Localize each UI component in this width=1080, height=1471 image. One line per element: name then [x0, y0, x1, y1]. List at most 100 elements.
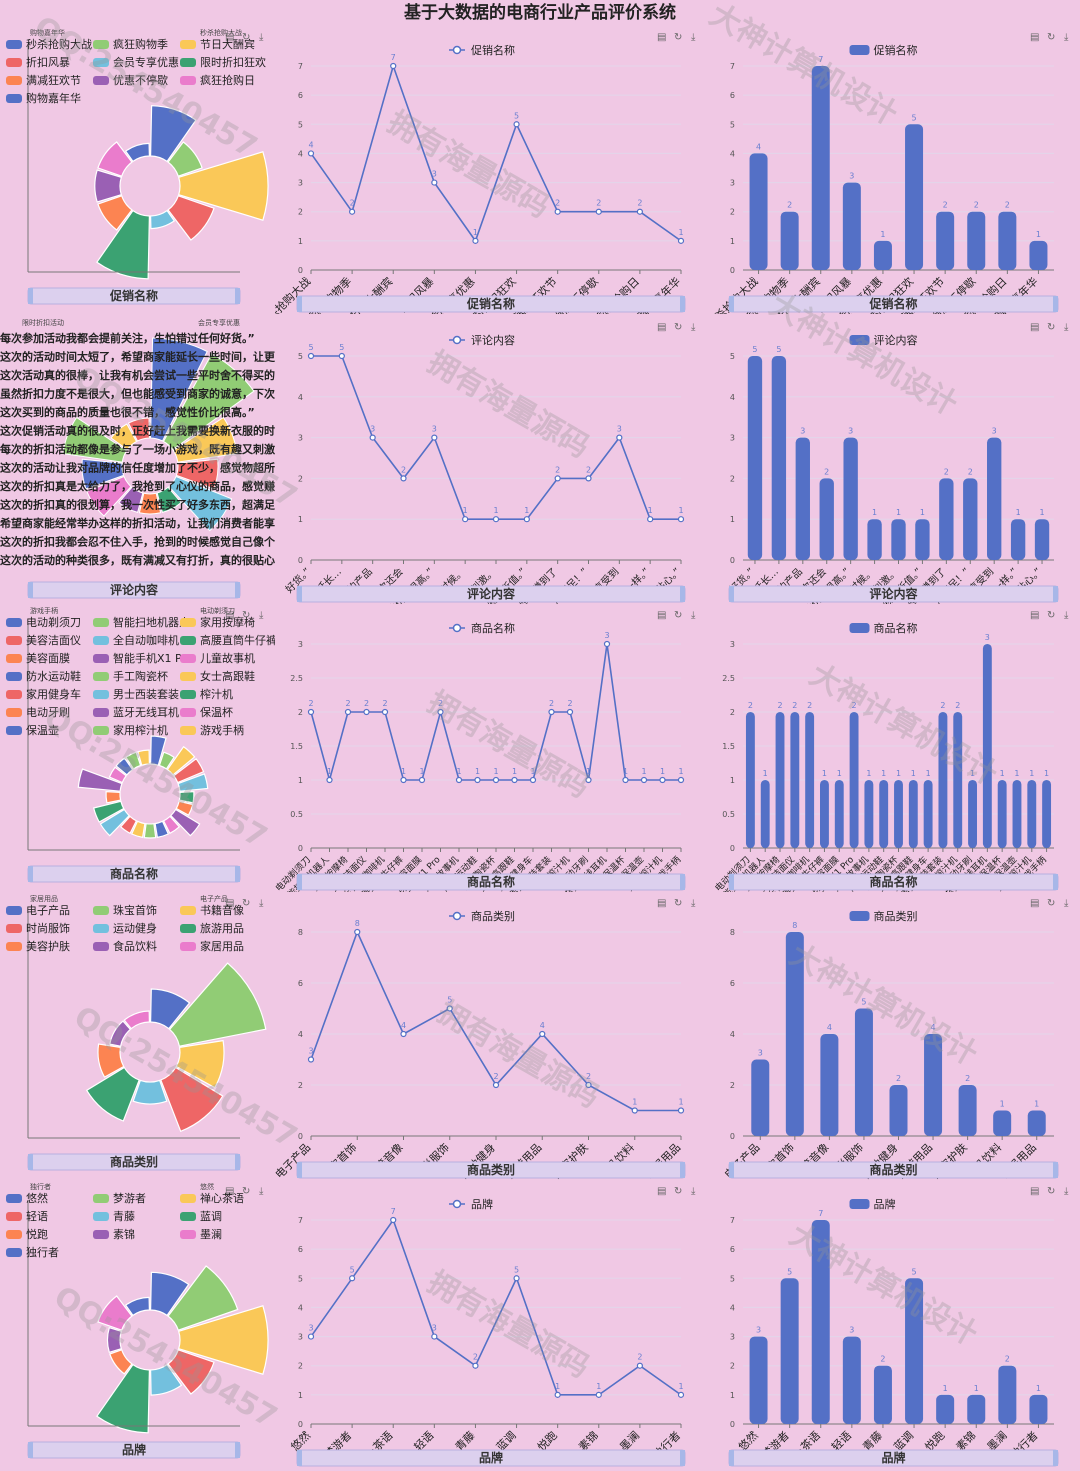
bar[interactable] [749, 153, 768, 270]
rose-slice[interactable] [167, 195, 215, 241]
legend-swatch[interactable] [180, 726, 196, 735]
bar[interactable] [967, 211, 986, 270]
legend-swatch[interactable] [6, 58, 22, 67]
slider-handle-right[interactable] [1053, 1162, 1058, 1178]
bar[interactable] [879, 780, 889, 848]
rose-slice[interactable] [106, 1326, 123, 1354]
data-point[interactable] [437, 708, 444, 716]
legend-swatch[interactable] [93, 636, 109, 645]
bar[interactable] [1029, 240, 1048, 270]
rose-slice[interactable] [130, 820, 146, 839]
rose-slice[interactable] [149, 1363, 183, 1396]
rose-slice[interactable] [166, 745, 196, 776]
bar[interactable] [771, 356, 787, 560]
legend-swatch[interactable] [180, 618, 196, 627]
slider-handle-left[interactable] [729, 1450, 734, 1466]
rose-slice[interactable] [149, 209, 176, 230]
rose-slice[interactable] [94, 169, 123, 203]
data-point[interactable] [659, 776, 666, 784]
legend-swatch[interactable] [180, 672, 196, 681]
rose-slice[interactable] [77, 768, 123, 792]
data-point[interactable] [307, 1333, 315, 1340]
rose-slice[interactable] [125, 751, 142, 770]
slider-handle-right[interactable] [1053, 586, 1058, 602]
data-point[interactable] [307, 150, 315, 157]
rose-slice[interactable] [119, 815, 138, 835]
data-point[interactable] [446, 1005, 453, 1012]
bar[interactable] [915, 519, 930, 560]
legend-swatch[interactable] [180, 924, 196, 933]
bar[interactable] [938, 712, 948, 848]
rose-slice[interactable] [172, 757, 205, 784]
bar[interactable] [1034, 519, 1050, 560]
bar[interactable] [820, 1034, 839, 1136]
slider-handle-right[interactable] [235, 866, 240, 882]
legend-swatch[interactable] [93, 1212, 109, 1221]
bar[interactable] [747, 356, 763, 560]
bar[interactable] [1027, 780, 1037, 848]
bar[interactable] [953, 712, 963, 848]
data-point[interactable] [513, 1275, 520, 1282]
data-point[interactable] [326, 776, 333, 784]
bar[interactable] [924, 1034, 943, 1136]
data-point[interactable] [566, 708, 574, 716]
legend-swatch[interactable] [6, 40, 22, 49]
rose-slice[interactable] [149, 988, 191, 1030]
slider-handle-left[interactable] [28, 866, 33, 882]
data-point[interactable] [647, 516, 654, 523]
data-point[interactable] [307, 352, 315, 360]
legend-swatch[interactable] [180, 654, 196, 663]
rose-slice[interactable] [81, 458, 125, 490]
rose-slice[interactable] [162, 815, 181, 835]
bar[interactable] [894, 780, 903, 848]
data-point[interactable] [455, 776, 463, 784]
bar[interactable] [745, 712, 755, 848]
legend-swatch[interactable] [180, 1212, 196, 1221]
rose-slice[interactable] [143, 823, 157, 839]
data-point[interactable] [344, 708, 352, 716]
data-point[interactable] [511, 776, 518, 784]
data-point[interactable] [585, 1081, 592, 1089]
bar[interactable] [923, 780, 933, 848]
legend-swatch[interactable] [180, 636, 196, 645]
bar[interactable] [760, 780, 770, 848]
legend-swatch[interactable] [6, 1212, 22, 1221]
rose-slice[interactable] [85, 1066, 140, 1122]
slider-handle-left[interactable] [28, 1154, 33, 1170]
data-point[interactable] [523, 516, 530, 523]
legend-swatch[interactable] [6, 94, 22, 103]
data-point[interactable] [400, 1030, 407, 1038]
bar[interactable] [993, 1110, 1012, 1137]
data-point[interactable] [622, 776, 629, 784]
bar[interactable] [998, 211, 1017, 270]
rose-slice[interactable] [124, 142, 151, 163]
slider-handle-right[interactable] [1053, 874, 1058, 890]
data-point[interactable] [390, 1216, 397, 1224]
rose-slice[interactable] [177, 1305, 269, 1375]
rose-slice[interactable] [156, 486, 182, 514]
data-point[interactable] [636, 1362, 643, 1369]
rose-slice[interactable] [137, 749, 151, 766]
slider-handle-left[interactable] [297, 1162, 302, 1178]
data-point[interactable] [400, 475, 407, 482]
rose-slice[interactable] [86, 475, 132, 517]
bar[interactable] [775, 712, 785, 848]
bar[interactable] [819, 478, 834, 560]
data-point[interactable] [554, 1391, 561, 1398]
rose-slice[interactable] [169, 808, 201, 837]
legend-swatch[interactable] [93, 58, 109, 67]
rose-slice[interactable] [177, 773, 209, 792]
bar[interactable] [958, 1085, 977, 1136]
bar[interactable] [790, 712, 800, 848]
rose-slice[interactable] [177, 151, 269, 221]
rose-slice[interactable] [105, 790, 122, 804]
bar[interactable] [967, 1394, 986, 1424]
legend-swatch[interactable] [180, 690, 196, 699]
bar[interactable] [1042, 780, 1052, 848]
data-point[interactable] [539, 1030, 546, 1038]
data-point[interactable] [554, 208, 561, 215]
legend-swatch[interactable] [93, 654, 109, 663]
bar[interactable] [864, 780, 874, 848]
bar[interactable] [987, 437, 1002, 560]
legend-swatch[interactable] [93, 1194, 109, 1203]
